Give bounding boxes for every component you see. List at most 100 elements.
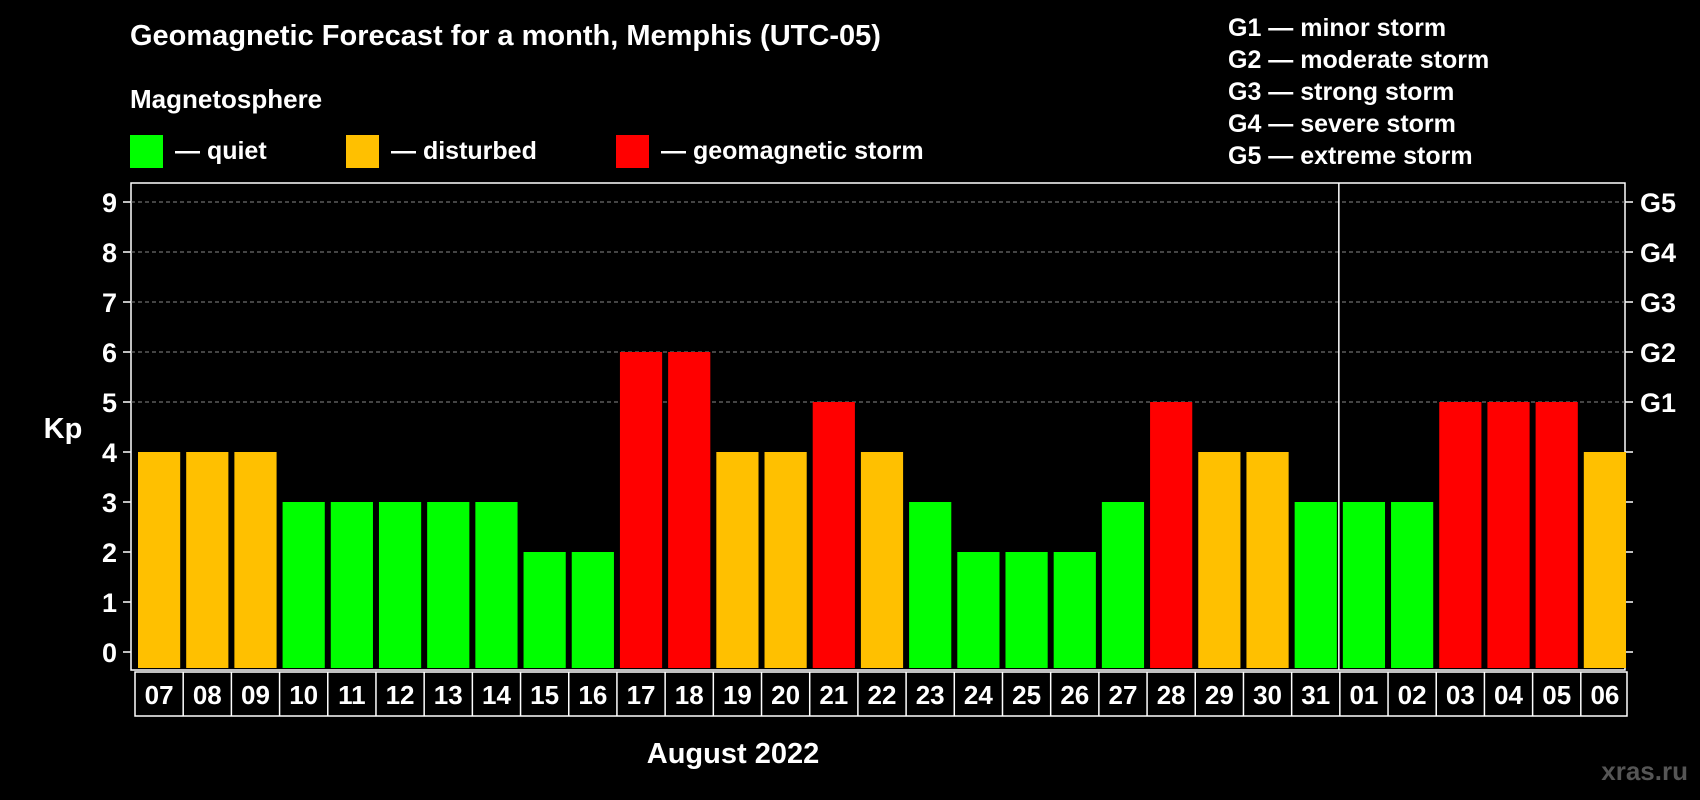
bar [1101,502,1145,668]
plot-frame [130,182,1626,671]
bar [138,452,181,668]
bar [860,452,904,668]
y-tick-label: 1 [102,588,117,618]
x-tick-label: 21 [819,680,848,710]
bar [909,502,952,668]
legend-storm: — geomagnetic storm [616,134,924,168]
g4-legend-item: G4 — severe storm [1228,110,1456,138]
legend-storm-label: — geomagnetic storm [661,136,924,165]
x-tick-label: 23 [916,680,945,710]
bar [282,502,325,668]
bar [764,452,807,668]
x-tick-label: 16 [578,680,607,710]
x-tick-label: 30 [1253,680,1282,710]
x-tick-label: 04 [1494,680,1523,710]
x-tick-label: 01 [1349,680,1378,710]
bar [475,502,518,668]
bar [186,452,229,668]
bar [234,452,277,668]
x-tick-label: 19 [723,680,752,710]
x-tick-label: 22 [868,680,897,710]
x-tick-label: 05 [1542,680,1571,710]
bar [1005,552,1048,668]
magnetosphere-label: Magnetosphere [130,84,323,114]
bar [812,402,855,668]
legend-quiet-label: — quiet [175,136,267,165]
bar [716,452,759,668]
x-tick-label: 06 [1590,680,1619,710]
bar [1439,402,1482,668]
x-tick-label: 31 [1301,680,1330,710]
watermark: xras.ru [1601,756,1688,786]
y-tick-label: 5 [102,388,117,418]
g2-legend-item: G2 — moderate storm [1228,46,1490,74]
y-tick-label: 2 [102,538,117,568]
x-tick-label: 03 [1446,680,1475,710]
legend-disturbed-swatch [346,134,379,168]
bar [1487,402,1530,668]
y-tick-label: 4 [102,438,117,468]
x-tick-label: 20 [771,680,800,710]
x-tick-label: 07 [145,680,174,710]
g1-legend-item: G1 — minor storm [1228,14,1447,42]
x-tick-label: 27 [1109,680,1138,710]
bar [1294,502,1337,668]
x-tick-label: 25 [1012,680,1041,710]
bar [1198,452,1241,668]
x-tick-label: 02 [1398,680,1427,710]
x-tick-label: 13 [434,680,463,710]
bar [1535,402,1578,668]
bar [1053,552,1096,668]
y-tick-label: 3 [102,488,117,518]
x-tick-label: 17 [627,680,656,710]
bar [523,552,566,668]
bar [619,352,663,668]
x-tick-label: 11 [338,680,366,710]
x-tick-label: 14 [482,680,511,710]
y-tick-label: 9 [102,188,117,218]
bar [1342,502,1386,668]
x-tick-label: 15 [530,680,559,710]
g3-legend-item: G3 — strong storm [1228,78,1455,106]
bar [571,552,614,668]
chart-title: Geomagnetic Forecast for a month, Memphi… [130,20,881,52]
bar [378,502,422,668]
x-axis-label: August 2022 [647,738,819,770]
date-label-frame [134,671,1628,717]
bar [957,552,1000,668]
x-tick-label: 09 [241,680,270,710]
g-level-label: G1 [1640,388,1676,418]
x-tick-label: 24 [964,680,993,710]
bar [668,352,711,668]
y-tick-label: 0 [102,638,117,668]
bar [330,502,373,668]
bar [1246,452,1289,668]
bar [427,502,470,668]
x-tick-label: 26 [1060,680,1089,710]
legend-quiet: — quiet [130,134,267,168]
y-axis-label: Kp [44,413,83,445]
x-tick-label: 10 [289,680,318,710]
y-tick-label: 8 [102,238,117,268]
x-tick-label: 18 [675,680,704,710]
g-scale-legend: G1 — minor storm G2 — moderate storm G3 … [1228,12,1489,172]
g-level-label: G2 [1640,338,1676,368]
legend-quiet-swatch [130,134,163,168]
bar [1583,452,1626,668]
legend-storm-swatch [616,134,649,168]
g-level-label: G3 [1640,288,1676,318]
legend-disturbed: — disturbed [346,134,537,168]
x-tick-label: 28 [1157,680,1186,710]
bar [1150,402,1193,668]
g-level-label: G4 [1640,238,1676,268]
g5-legend-item: G5 — extreme storm [1228,142,1473,170]
x-tick-label: 12 [386,680,415,710]
x-tick-label: 29 [1205,680,1234,710]
legend-disturbed-label: — disturbed [391,136,537,165]
x-tick-label: 08 [193,680,222,710]
bar [1391,502,1434,668]
y-tick-label: 7 [102,288,117,318]
y-tick-label: 6 [102,338,117,368]
g-level-label: G5 [1640,188,1676,218]
